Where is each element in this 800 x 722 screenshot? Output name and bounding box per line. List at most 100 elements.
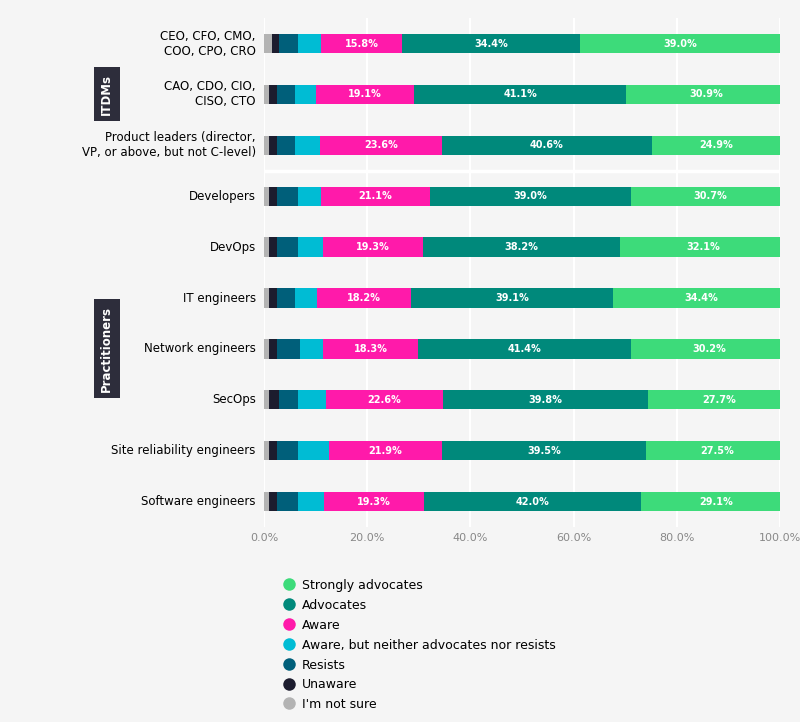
Bar [631, 186, 790, 206]
Text: 41.4%: 41.4% [508, 344, 542, 354]
Text: 21.9%: 21.9% [369, 445, 402, 456]
Bar [641, 492, 791, 511]
Bar [321, 34, 402, 53]
Text: 39.0%: 39.0% [663, 38, 698, 48]
Bar [298, 390, 326, 409]
Bar [264, 390, 269, 409]
Bar [269, 288, 277, 308]
Bar [264, 84, 269, 104]
Bar [277, 492, 298, 511]
Bar [277, 238, 298, 257]
Bar [264, 441, 269, 461]
Bar [272, 34, 279, 53]
Bar [269, 238, 277, 257]
Bar [424, 492, 641, 511]
Bar [402, 34, 580, 53]
Text: Practitioners: Practitioners [100, 306, 113, 392]
Text: 38.2%: 38.2% [505, 242, 538, 252]
Bar [298, 441, 329, 461]
Text: 30.7%: 30.7% [694, 191, 727, 201]
Text: 24.9%: 24.9% [699, 140, 733, 150]
Bar [295, 136, 320, 155]
Bar [269, 339, 277, 359]
Bar [264, 339, 269, 359]
Bar [326, 390, 442, 409]
Text: 34.4%: 34.4% [474, 38, 508, 48]
Bar [298, 238, 323, 257]
Bar [329, 441, 442, 461]
Bar [442, 390, 648, 409]
Bar [269, 441, 277, 461]
Text: 41.1%: 41.1% [503, 90, 537, 100]
Bar [626, 84, 786, 104]
Bar [269, 492, 277, 511]
Text: 39.0%: 39.0% [514, 191, 547, 201]
Text: 40.6%: 40.6% [530, 140, 564, 150]
Text: 39.1%: 39.1% [495, 293, 529, 303]
Bar [269, 186, 277, 206]
Bar [277, 136, 295, 155]
Bar [277, 186, 298, 206]
Text: 21.1%: 21.1% [358, 191, 392, 201]
Bar [648, 390, 791, 409]
Bar [631, 339, 787, 359]
Text: 15.8%: 15.8% [345, 38, 378, 48]
Bar [277, 84, 295, 104]
Bar [323, 339, 418, 359]
Legend: Strongly advocates, Advocates, Aware, Aware, but neither advocates nor resists, : Strongly advocates, Advocates, Aware, Aw… [286, 579, 556, 711]
Text: 27.7%: 27.7% [702, 395, 736, 405]
Bar [323, 238, 423, 257]
Bar [324, 492, 424, 511]
Bar [264, 492, 269, 511]
Bar [277, 288, 295, 308]
Text: 27.5%: 27.5% [700, 445, 734, 456]
Bar [279, 34, 298, 53]
Bar [264, 34, 272, 53]
Bar [264, 136, 269, 155]
Text: 34.4%: 34.4% [685, 293, 718, 303]
Bar [277, 339, 300, 359]
Text: 29.1%: 29.1% [699, 497, 733, 507]
Bar [321, 186, 430, 206]
Text: 22.6%: 22.6% [367, 395, 401, 405]
Bar [442, 441, 646, 461]
Text: 39.5%: 39.5% [527, 445, 561, 456]
Text: 18.2%: 18.2% [347, 293, 381, 303]
Bar [264, 186, 269, 206]
Bar [613, 288, 790, 308]
Text: 32.1%: 32.1% [686, 242, 720, 252]
Text: 23.6%: 23.6% [364, 140, 398, 150]
Text: 42.0%: 42.0% [515, 497, 549, 507]
Text: ITDMs: ITDMs [100, 74, 113, 115]
Bar [264, 288, 269, 308]
Text: 19.3%: 19.3% [358, 497, 391, 507]
Bar [264, 238, 269, 257]
Bar [298, 186, 321, 206]
Bar [646, 441, 788, 461]
Bar [269, 84, 277, 104]
Bar [277, 441, 298, 461]
Bar [298, 34, 321, 53]
Bar [320, 136, 442, 155]
Text: 39.8%: 39.8% [528, 395, 562, 405]
Bar [279, 390, 298, 409]
Bar [442, 136, 651, 155]
Bar [295, 84, 315, 104]
Text: 19.3%: 19.3% [356, 242, 390, 252]
Bar [300, 339, 323, 359]
Text: 30.9%: 30.9% [689, 90, 723, 100]
Bar [295, 288, 317, 308]
Bar [430, 186, 631, 206]
Bar [414, 84, 626, 104]
Text: 19.1%: 19.1% [348, 90, 382, 100]
Bar [315, 84, 414, 104]
Bar [418, 339, 631, 359]
Text: 30.2%: 30.2% [693, 344, 726, 354]
Bar [651, 136, 780, 155]
Bar [269, 390, 279, 409]
Bar [317, 288, 411, 308]
Bar [580, 34, 781, 53]
Bar [411, 288, 613, 308]
Bar [298, 492, 324, 511]
Bar [423, 238, 620, 257]
